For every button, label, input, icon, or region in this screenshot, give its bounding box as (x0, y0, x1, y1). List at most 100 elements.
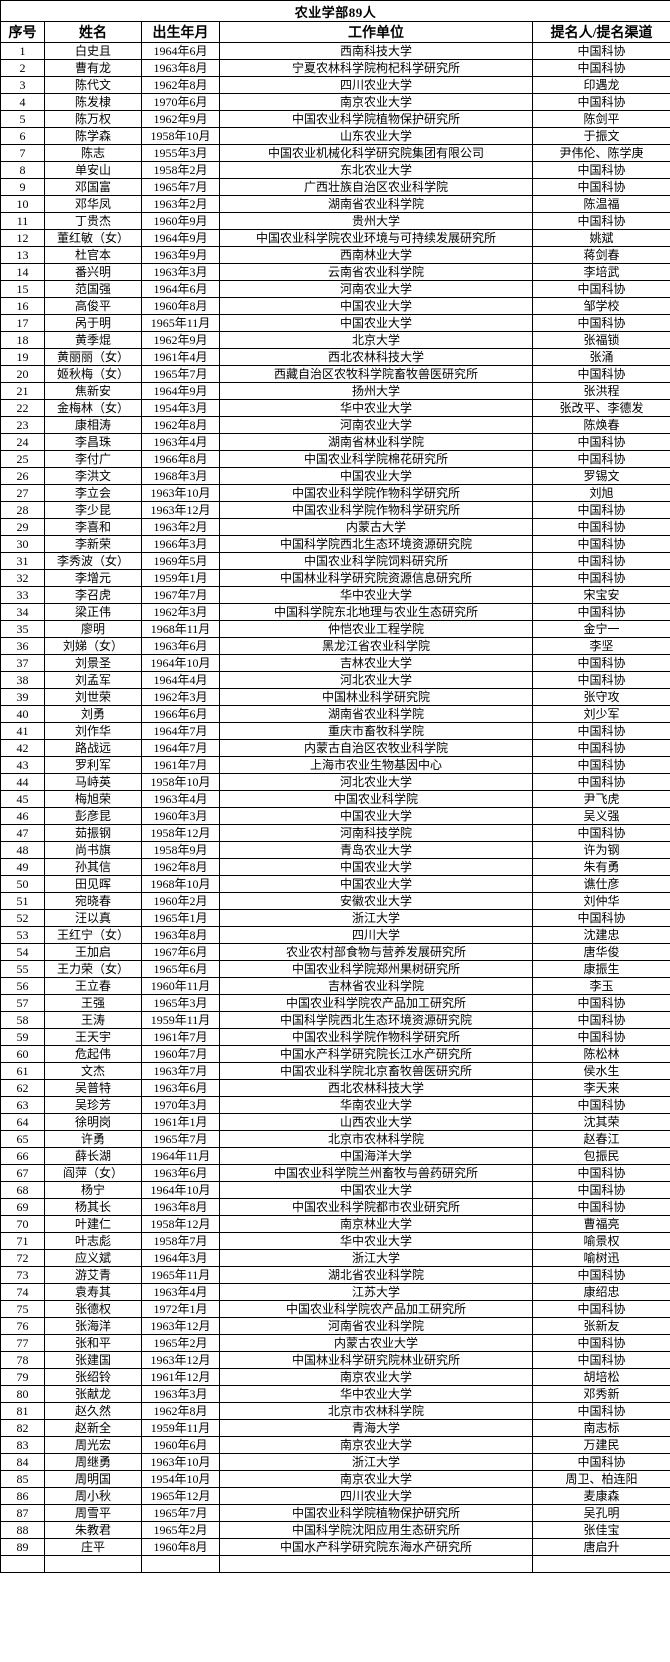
cell-nominator: 沈其荣 (531, 1113, 670, 1131)
cell-name: 张德权 (44, 1300, 142, 1318)
cell-unit: 中国农业大学 (219, 1181, 533, 1199)
table-row: 69 杨其长 1963年8月 中国农业科学院都市农业研究所 中国科协 (0, 1198, 670, 1216)
cell-birth: 1962年9月 (141, 331, 220, 349)
cell-no: 39 (0, 688, 45, 706)
table-row: 61 文杰 1963年7月 中国农业科学院北京畜牧兽医研究所 侯水生 (0, 1062, 670, 1080)
cell-unit: 青岛农业大学 (219, 841, 533, 859)
cell-no: 22 (0, 399, 45, 417)
cell-nominator: 金宁一 (531, 620, 670, 638)
cell-name: 薛长湖 (44, 1147, 142, 1165)
cell-no: 50 (0, 875, 45, 893)
cell-unit: 河南农业大学 (219, 280, 533, 298)
cell-no: 69 (0, 1198, 45, 1216)
table-row: 50 田见晖 1968年10月 中国农业大学 谯仕彦 (0, 875, 670, 893)
cell-name: 张和平 (44, 1334, 142, 1352)
cell-name: 陈发棣 (44, 93, 142, 111)
table-row: 7 陈志 1955年3月 中国农业机械化科学研究院集团有限公司 尹伟伦、陈学庚 (0, 144, 670, 162)
cell-nominator: 中国科协 (531, 671, 670, 689)
cell-name: 张建国 (44, 1351, 142, 1369)
cell-name: 赵久然 (44, 1402, 142, 1420)
cell-unit: 河南农业大学 (219, 416, 533, 434)
cell-birth: 1960年9月 (141, 212, 220, 230)
table-row: 47 茹振钢 1958年12月 河南科技学院 中国科协 (0, 824, 670, 842)
cell-unit: 青海大学 (219, 1419, 533, 1437)
table-row: 42 路战远 1964年7月 内蒙古自治区农牧业科学院 中国科协 (0, 739, 670, 757)
cell-no: 40 (0, 705, 45, 723)
cell-birth: 1963年8月 (141, 1198, 220, 1216)
cell-name: 张海洋 (44, 1317, 142, 1335)
cell-birth: 1960年8月 (141, 1538, 220, 1556)
table-row: 30 李新荣 1966年3月 中国科学院西北生态环境资源研究院 中国科协 (0, 535, 670, 553)
table-row: 60 危起伟 1960年7月 中国水产科学研究院长江水产研究所 陈松林 (0, 1045, 670, 1063)
cell-no: 2 (0, 59, 45, 77)
table-title: 农业学部89人 (0, 0, 670, 22)
cell-birth: 1963年6月 (141, 1164, 220, 1182)
cell-unit: 浙江大学 (219, 1249, 533, 1267)
cell-no: 56 (0, 977, 45, 995)
cell-no: 12 (0, 229, 45, 247)
cell-unit: 中国农业科学院农业环境与可持续发展研究所 (219, 229, 533, 247)
cell-unit: 西北农林科技大学 (219, 1079, 533, 1097)
table-row: 19 黄丽丽（女） 1961年4月 西北农林科技大学 张涌 (0, 348, 670, 366)
cell-name: 呙于明 (44, 314, 142, 332)
cell-no: 88 (0, 1521, 45, 1539)
cell-birth: 1958年10月 (141, 127, 220, 145)
cell-birth: 1965年2月 (141, 1521, 220, 1539)
cell-nominator: 中国科协 (531, 433, 670, 451)
table-row: 24 李昌珠 1963年4月 湖南省林业科学院 中国科协 (0, 433, 670, 451)
cell-birth: 1960年11月 (141, 977, 220, 995)
cell-birth: 1970年3月 (141, 1096, 220, 1114)
table-row: 62 吴普特 1963年6月 西北农林科技大学 李天来 (0, 1079, 670, 1097)
cell-name: 王涛 (44, 1011, 142, 1029)
cell-unit: 华南农业大学 (219, 1096, 533, 1114)
table-row: 68 杨宁 1964年10月 中国农业大学 中国科协 (0, 1181, 670, 1199)
cell-name: 梁正伟 (44, 603, 142, 621)
cell-no: 76 (0, 1317, 45, 1335)
table-row: 76 张海洋 1963年12月 河南省农业科学院 张新友 (0, 1317, 670, 1335)
cell-birth: 1963年8月 (141, 59, 220, 77)
cell-unit: 山东农业大学 (219, 127, 533, 145)
table-row: 73 游艾青 1965年11月 湖北省农业科学院 中国科协 (0, 1266, 670, 1284)
cell-birth: 1963年4月 (141, 433, 220, 451)
cell-unit (219, 1555, 533, 1573)
cell-unit: 西北农林科技大学 (219, 348, 533, 366)
table-row: 74 袁寿其 1963年4月 江苏大学 康绍忠 (0, 1283, 670, 1301)
cell-unit: 中国农业科学院作物科学研究所 (219, 501, 533, 519)
cell-birth: 1958年12月 (141, 1215, 220, 1233)
cell-nominator: 中国科协 (531, 365, 670, 383)
cell-no: 46 (0, 807, 45, 825)
cell-name: 王力荣（女） (44, 960, 142, 978)
cell-no: 89 (0, 1538, 45, 1556)
table-row: 59 王天宇 1961年7月 中国农业科学院作物科学研究所 中国科协 (0, 1028, 670, 1046)
cell-no: 44 (0, 773, 45, 791)
cell-unit: 四川农业大学 (219, 1487, 533, 1505)
cell-unit: 中国科学院沈阳应用生态研究所 (219, 1521, 533, 1539)
cell-nominator: 麦康森 (531, 1487, 670, 1505)
table-row: 40 刘勇 1966年6月 湖南省农业科学院 刘少军 (0, 705, 670, 723)
cell-birth: 1964年9月 (141, 382, 220, 400)
cell-name: 李付广 (44, 450, 142, 468)
cell-nominator: 宋宝安 (531, 586, 670, 604)
cell-no: 45 (0, 790, 45, 808)
cell-no: 9 (0, 178, 45, 196)
cell-nominator: 张福锁 (531, 331, 670, 349)
cell-birth: 1964年10月 (141, 1181, 220, 1199)
cell-nominator: 张改平、李德发 (531, 399, 670, 417)
cell-name: 曹有龙 (44, 59, 142, 77)
cell-nominator: 赵春江 (531, 1130, 670, 1148)
cell-birth: 1965年12月 (141, 1487, 220, 1505)
cell-name: 孙其信 (44, 858, 142, 876)
cell-name: 李喜和 (44, 518, 142, 536)
cell-name: 叶志彪 (44, 1232, 142, 1250)
cell-unit: 上海市农业生物基因中心 (219, 756, 533, 774)
cell-unit: 广西壮族自治区农业科学院 (219, 178, 533, 196)
cell-nominator: 邓秀新 (531, 1385, 670, 1403)
cell-name: 刘景圣 (44, 654, 142, 672)
cell-birth: 1962年3月 (141, 603, 220, 621)
cell-unit: 南京农业大学 (219, 1470, 533, 1488)
cell-unit: 中国水产科学研究院长江水产研究所 (219, 1045, 533, 1063)
cell-no: 33 (0, 586, 45, 604)
cell-birth: 1961年12月 (141, 1368, 220, 1386)
cell-no: 83 (0, 1436, 45, 1454)
cell-name: 金梅林（女） (44, 399, 142, 417)
